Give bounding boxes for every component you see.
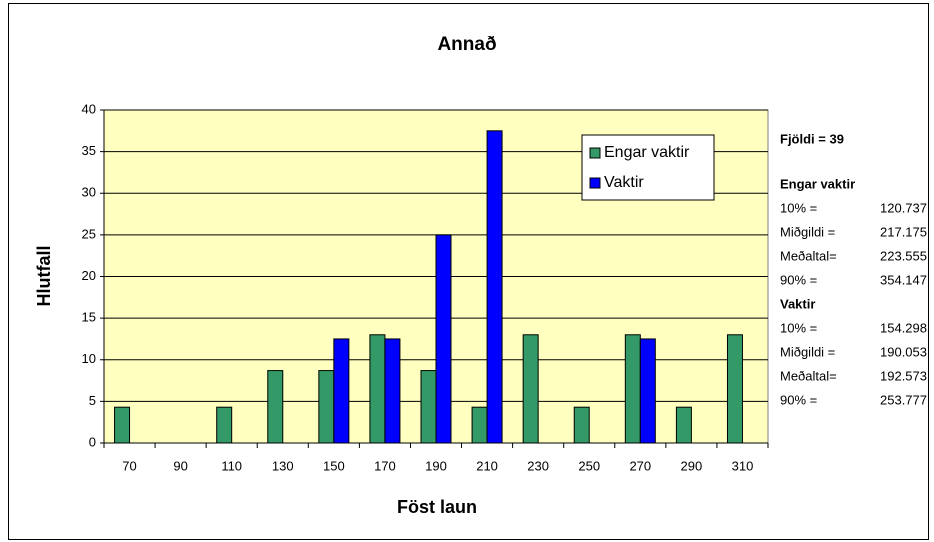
y-tick-label: 10 <box>82 351 96 366</box>
y-tick-label: 25 <box>82 226 96 241</box>
stats-label: 10% = <box>780 320 817 335</box>
stats-value: 253.777 <box>880 392 927 407</box>
stats-label: Miðgildi = <box>780 224 835 239</box>
legend-swatch <box>589 147 601 159</box>
bar <box>639 338 656 444</box>
stats-group: Vaktir <box>780 296 815 311</box>
stats-label: 10% = <box>780 200 817 215</box>
x-axis-title: Föst laun <box>397 497 477 517</box>
legend-box <box>581 134 715 201</box>
x-tick-label: 170 <box>374 458 396 473</box>
bar <box>471 406 488 444</box>
stats-value: 190.053 <box>880 344 927 359</box>
bar <box>267 370 284 444</box>
x-tick-label: 270 <box>629 458 651 473</box>
x-tick-label: 250 <box>578 458 600 473</box>
stats-value: 223.555 <box>880 248 927 263</box>
x-tick-label: 310 <box>732 458 754 473</box>
stats-value: 192.573 <box>880 368 927 383</box>
y-tick-label: 15 <box>82 310 96 325</box>
bar <box>216 406 233 444</box>
x-tick-label: 130 <box>272 458 294 473</box>
bar <box>420 370 437 444</box>
x-tick-label: 290 <box>681 458 703 473</box>
legend-swatch <box>589 177 601 189</box>
y-tick-label: 5 <box>89 393 96 408</box>
x-tick-label: 110 <box>221 458 242 473</box>
bar <box>114 406 131 444</box>
y-tick-label: 20 <box>82 268 96 283</box>
bar <box>726 334 743 444</box>
stats-group: Engar vaktir <box>780 176 855 191</box>
bar <box>522 334 539 444</box>
bar <box>573 406 590 444</box>
y-tick-label: 40 <box>82 101 96 116</box>
bar <box>435 234 452 444</box>
legend-label: Vaktir <box>604 174 644 191</box>
x-tick-label: 70 <box>122 458 136 473</box>
stats-value: 354.147 <box>880 272 927 287</box>
stats-count: Fjöldi = 39 <box>780 131 844 146</box>
y-tick-label: 0 <box>89 434 96 449</box>
chart-title: Annað <box>437 34 496 55</box>
bar <box>318 370 335 444</box>
stats-value: 120.737 <box>880 200 927 215</box>
y-tick-label: 35 <box>82 143 96 158</box>
stats-value: 154.298 <box>880 320 927 335</box>
stats-label: 90% = <box>780 272 817 287</box>
stats-label: Miðgildi = <box>780 344 835 359</box>
x-tick-label: 210 <box>476 458 498 473</box>
x-tick-label: 190 <box>425 458 447 473</box>
stats-value: 217.175 <box>880 224 927 239</box>
x-tick-label: 230 <box>527 458 549 473</box>
legend-label: Engar vaktir <box>604 144 690 161</box>
bar <box>384 338 401 444</box>
bar <box>333 338 350 444</box>
bar <box>369 334 386 444</box>
x-tick-label: 150 <box>323 458 345 473</box>
bar <box>624 334 641 444</box>
x-tick-label: 90 <box>173 458 187 473</box>
stats-label: 90% = <box>780 392 817 407</box>
bar <box>675 406 692 444</box>
y-axis-title: Hlutfall <box>34 246 54 307</box>
stats-label: Meðaltal= <box>780 248 837 263</box>
bar <box>486 130 503 444</box>
y-tick-label: 30 <box>82 185 96 200</box>
stats-label: Meðaltal= <box>780 368 837 383</box>
